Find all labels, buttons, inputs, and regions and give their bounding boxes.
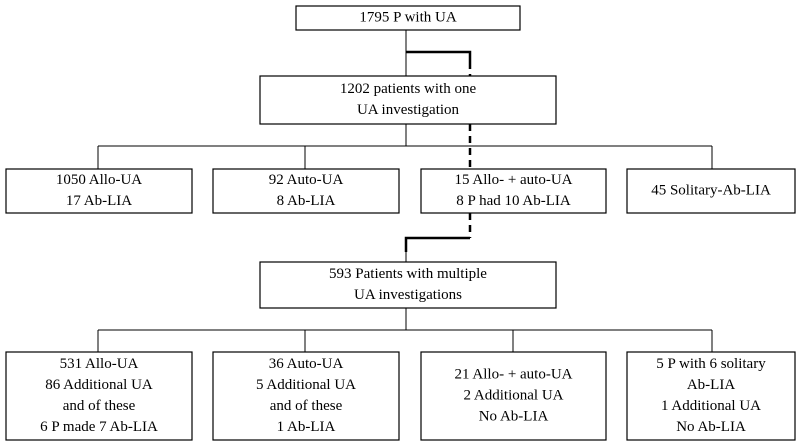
node-box [295, 5, 521, 31]
node-box [5, 351, 193, 441]
node-label: 1 Additional UA [661, 398, 761, 414]
node-label: 593 Patients with multiple [329, 266, 487, 282]
node-label: 2 Additional UA [464, 387, 564, 403]
node-label: 1 Ab-LIA [277, 419, 336, 435]
node-label: No Ab-LIA [479, 408, 549, 424]
node-label: 92 Auto-UA [269, 172, 344, 188]
node-label: 1795 P with UA [359, 9, 457, 25]
node-label: No Ab-LIA [676, 419, 746, 435]
node-label: 8 Ab-LIA [277, 193, 336, 209]
node-label: and of these [270, 398, 343, 414]
node-label: 531 Allo-UA [60, 356, 139, 372]
node-label: 21 Allo- + auto-UA [454, 366, 572, 382]
node-label: Ab-LIA [687, 377, 735, 393]
node-label: and of these [63, 398, 136, 414]
connectors [97, 30, 713, 352]
node-box [259, 261, 557, 309]
node-label: 5 Additional UA [256, 377, 356, 393]
node-label: 15 Allo- + auto-UA [454, 172, 572, 188]
node-label: UA investigation [357, 102, 460, 118]
node-box [420, 168, 607, 214]
node-label: 8 P had 10 Ab-LIA [456, 193, 571, 209]
nodes: 1795 P with UA 1202 patients with one UA i… [5, 5, 796, 441]
node-box [420, 351, 607, 441]
node-box [5, 168, 193, 214]
node-box [626, 351, 796, 441]
node-label: 1202 patients with one [340, 81, 477, 97]
node-label: 45 Solitary-Ab-LIA [651, 182, 771, 198]
node-box [212, 168, 400, 214]
node-label: UA investigations [354, 287, 462, 303]
node-box [259, 75, 557, 125]
node-label: 36 Auto-UA [269, 356, 344, 372]
node-label: 86 Additional UA [45, 377, 153, 393]
node-label: 17 Ab-LIA [66, 193, 132, 209]
node-box [212, 351, 400, 441]
node-label: 6 P made 7 Ab-LIA [40, 419, 158, 435]
node-label: 5 P with 6 solitary [656, 356, 766, 372]
node-label: 1050 Allo-UA [56, 172, 142, 188]
node-box [626, 168, 796, 214]
